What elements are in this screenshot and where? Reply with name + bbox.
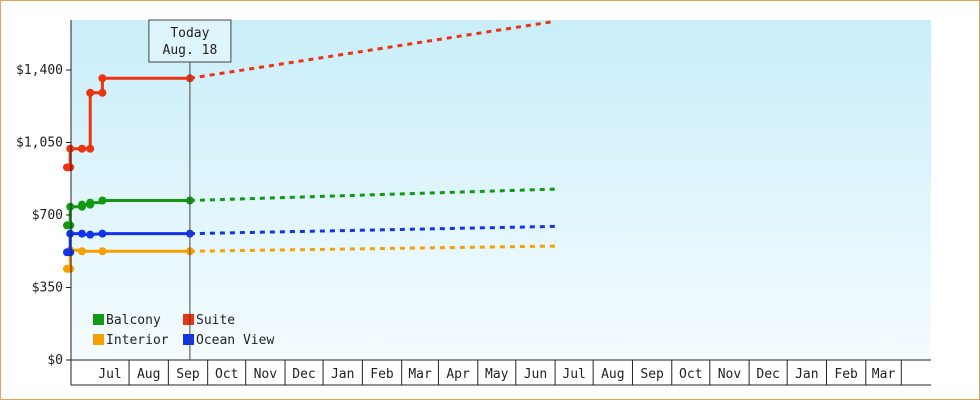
series-point [66, 202, 75, 211]
y-tick-label: $1,400 [16, 63, 63, 78]
series-point [98, 196, 107, 205]
series-forecast-line [189, 224, 556, 236]
series-point [77, 200, 86, 209]
series-point [77, 144, 86, 153]
x-tick-label: Dec [292, 367, 315, 382]
x-tick-label: Dec [756, 367, 779, 382]
axes-layer: $0 $350 $700 $1,050 $1,400 Jul Aug Sep Oct Nov Dec… [16, 20, 931, 386]
y-tick-label: $0 [47, 353, 63, 368]
legend: Balcony Suite Interior Ocean View [93, 313, 274, 348]
x-tick-label: Feb [370, 367, 394, 382]
today-box [148, 19, 232, 63]
x-tick-label: Oct [679, 367, 702, 382]
x-tick-label: Jan [331, 367, 354, 382]
x-tick-label: Mar [872, 367, 896, 382]
legend-label: Suite [196, 313, 235, 328]
legend-swatch [183, 334, 194, 345]
x-tick-label: Jan [795, 367, 818, 382]
today-label: Today [170, 26, 209, 41]
series-point [77, 247, 86, 256]
series-point [86, 144, 95, 153]
x-tick-label: Apr [446, 367, 470, 382]
series-point [66, 229, 75, 238]
x-tick-label: Sep [176, 367, 200, 382]
x-tick-label: Jul [562, 367, 585, 382]
series-forecast-line [189, 19, 556, 80]
x-tick-label: Oct [215, 367, 238, 382]
y-tick-label: $700 [32, 208, 63, 223]
x-tick-label: May [485, 367, 509, 382]
series-forecast-line [189, 187, 556, 202]
legend-label: Balcony [106, 313, 161, 328]
y-tick-label: $350 [32, 281, 63, 296]
legend-label: Interior [106, 333, 169, 348]
today-date: Aug. 18 [163, 43, 218, 58]
legend-swatch [93, 334, 104, 345]
series-point [98, 88, 107, 97]
series-point [98, 74, 107, 83]
series-balcony [63, 187, 556, 230]
series-point [66, 144, 75, 153]
series-point [77, 229, 86, 238]
series-forecast-line [189, 244, 556, 253]
series-point [66, 264, 75, 273]
series-point [66, 221, 75, 230]
x-tick-label: Nov [254, 367, 278, 382]
series-point [86, 198, 95, 207]
series-point [86, 88, 95, 97]
legend-label: Ocean View [196, 333, 274, 348]
series-point [66, 248, 75, 257]
x-tick-label: Aug [601, 367, 624, 382]
legend-swatch [93, 314, 104, 325]
x-tick-label: Sep [640, 367, 664, 382]
y-tick-label: $1,050 [16, 136, 63, 151]
series-point [86, 230, 95, 239]
series-point [98, 247, 107, 256]
x-tick-label: Aug [137, 367, 160, 382]
series-point [66, 163, 75, 172]
legend-swatch [183, 314, 194, 325]
x-tick-label: Mar [408, 367, 432, 382]
x-tick-label: Nov [718, 367, 742, 382]
x-tick-label: Feb [834, 367, 858, 382]
today-marker: Today Aug. 18 [148, 19, 232, 360]
x-tick-label: Jun [524, 367, 547, 382]
series-point [98, 229, 107, 238]
x-tick-label: Jul [98, 367, 121, 382]
